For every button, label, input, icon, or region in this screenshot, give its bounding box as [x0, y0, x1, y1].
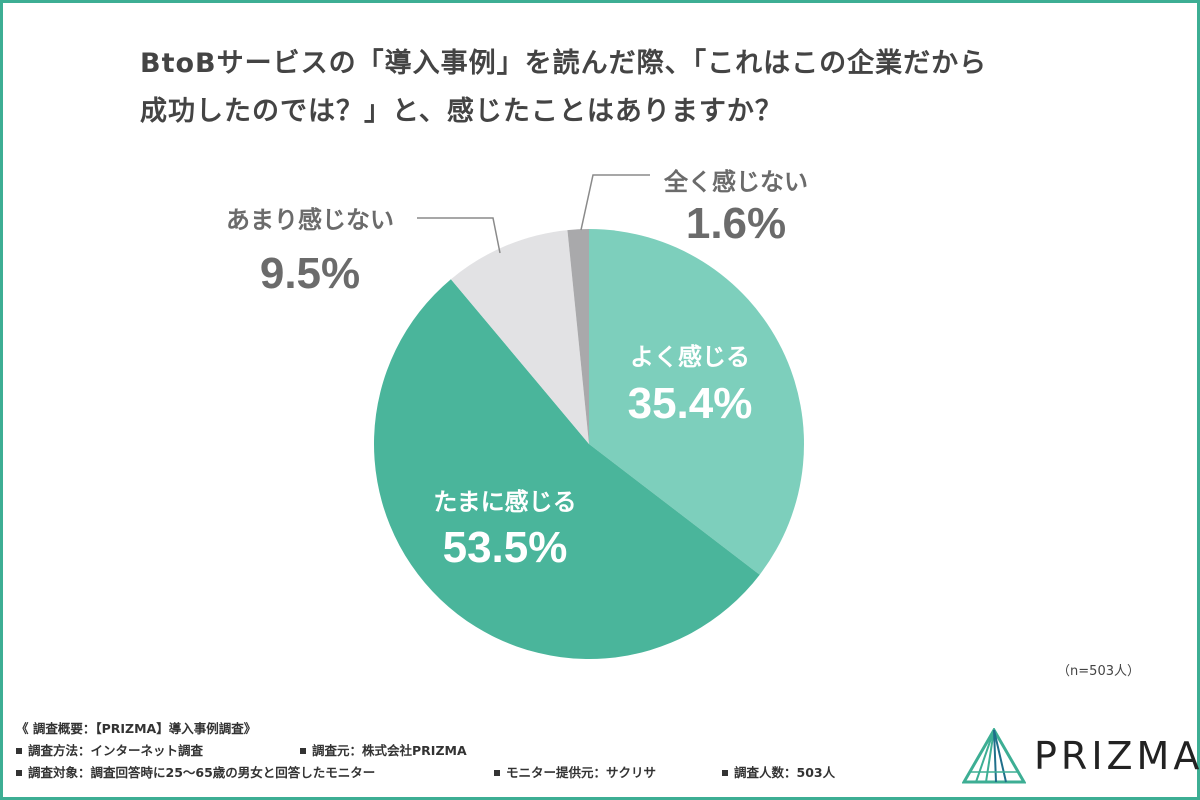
title-line-1: BtoBサービスの「導入事例」を読んだ際、「これはこの企業だから: [140, 48, 988, 79]
survey-provider: モニター提供元：サクリサ: [494, 762, 656, 781]
survey-source: 調査元：株式会社PRIZMA: [300, 740, 467, 759]
leader-line-3: [417, 217, 501, 254]
prizma-logo: PRIZMA: [962, 728, 1199, 784]
slice-value-4: 1.6%: [686, 199, 786, 248]
survey-summary: 《 調査概要：【PRIZMA】導入事例調査》: [16, 721, 257, 736]
pie-slice-3: [450, 230, 589, 444]
bullet-icon: [494, 769, 500, 776]
survey-count: 調査人数：503人: [722, 762, 835, 781]
slice-label-1: よく感じる: [630, 343, 750, 371]
title-line-2: 成功したのでは？」と、感じたことはありますか？: [140, 96, 783, 127]
survey-provider-text: モニター提供元：サクリサ: [506, 765, 657, 780]
slice-label-3: あまり感じない: [226, 206, 394, 234]
survey-source-text: 調査元：株式会社PRIZMA: [312, 743, 467, 758]
bullet-icon: [16, 747, 22, 754]
logo-text: PRIZMA: [1034, 734, 1200, 778]
survey-count-text: 調査人数：503人: [734, 765, 836, 780]
leader-line-4: [580, 174, 650, 231]
survey-target: 調査対象：調査回答時に25〜65歳の男女と回答したモニター: [16, 762, 375, 781]
bullet-icon: [300, 747, 306, 754]
survey-method: 調査方法：インターネット調査: [16, 740, 203, 759]
pie-slice-1: [589, 229, 804, 575]
slice-label-2: たまに感じる: [433, 488, 576, 516]
survey-footer: 《 調査概要：【PRIZMA】導入事例調査》 調査方法：インターネット調査 調査…: [16, 718, 916, 784]
pie-slice-4: [567, 229, 589, 444]
survey-target-text: 調査対象：調査回答時に25〜65歳の男女と回答したモニター: [28, 765, 376, 780]
prism-logo-icon: [962, 728, 1026, 784]
slice-value-3: 9.5%: [260, 249, 360, 298]
slice-value-1: 35.4%: [628, 379, 753, 428]
slice-value-2: 53.5%: [443, 523, 568, 572]
survey-method-text: 調査方法：インターネット調査: [28, 743, 204, 758]
chart-title: BtoBサービスの「導入事例」を読んだ際、「これはこの企業だから 成功したのでは…: [140, 40, 1100, 136]
sample-size-label: （n=503人）: [1057, 664, 1140, 679]
slice-label-4: 全く感じない: [663, 168, 808, 196]
pie-slice-2: [373, 279, 760, 659]
bullet-icon: [722, 769, 728, 776]
bullet-icon: [16, 769, 22, 776]
